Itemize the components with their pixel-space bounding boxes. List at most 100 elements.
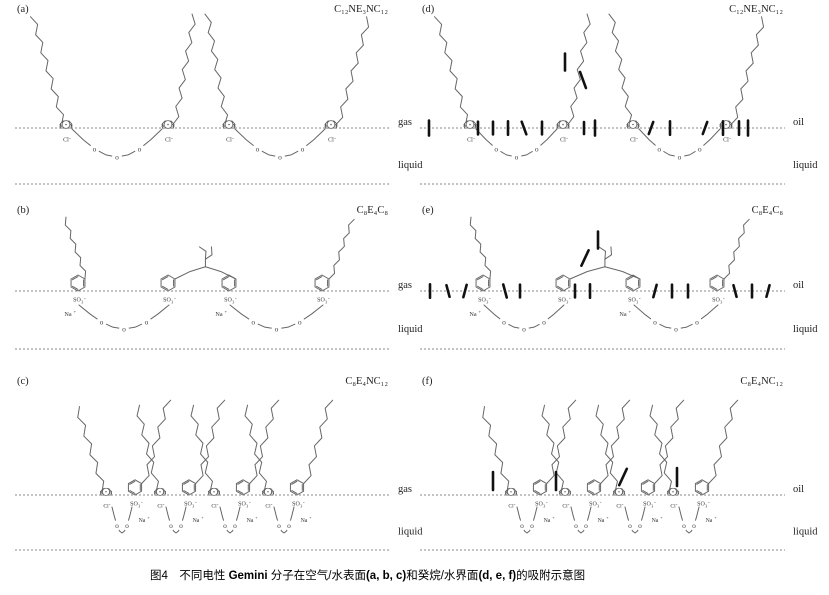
- svg-text:-: -: [566, 136, 568, 142]
- svg-text:-: -: [69, 136, 71, 142]
- svg-text:o: o: [502, 318, 506, 327]
- svg-text:Na: Na: [652, 518, 659, 524]
- svg-text:(e): (e): [422, 205, 434, 216]
- svg-text:Na: Na: [619, 311, 626, 318]
- svg-text:o: o: [233, 521, 237, 530]
- svg-text:o: o: [682, 521, 686, 530]
- svg-text:oil: oil: [793, 484, 804, 495]
- svg-text:o: o: [542, 318, 546, 327]
- svg-text:SO: SO: [184, 502, 192, 508]
- svg-text:o: o: [301, 144, 305, 153]
- svg-text:gas: gas: [398, 280, 412, 291]
- svg-text:o: o: [584, 521, 588, 530]
- svg-text:liquid: liquid: [398, 324, 423, 335]
- svg-text:liquid: liquid: [398, 527, 423, 538]
- svg-text:Na: Na: [247, 518, 254, 524]
- svg-text:(c): (c): [17, 376, 29, 387]
- svg-text:Na: Na: [598, 518, 605, 524]
- svg-text:C₁₂NE₃NC₁₂: C₁₂NE₃NC₁₂: [334, 4, 388, 15]
- svg-text:SO: SO: [535, 502, 543, 508]
- svg-text:Na: Na: [193, 518, 200, 524]
- svg-text:o: o: [535, 144, 539, 153]
- svg-text:+: +: [629, 309, 632, 314]
- svg-text:o: o: [275, 325, 279, 334]
- svg-text:Na: Na: [301, 518, 308, 524]
- svg-text:Na: Na: [469, 311, 476, 318]
- svg-text:o: o: [145, 318, 149, 327]
- svg-text:-: -: [171, 136, 173, 142]
- svg-text:liquid: liquid: [398, 160, 423, 171]
- svg-text:-: -: [636, 136, 638, 142]
- svg-text:o: o: [223, 521, 227, 530]
- svg-text:o: o: [115, 521, 119, 530]
- svg-text:o: o: [515, 153, 519, 162]
- svg-text:o: o: [122, 325, 126, 334]
- svg-text:C₁₂NE₃NC₁₂: C₁₂NE₃NC₁₂: [729, 4, 783, 15]
- svg-text:Na: Na: [544, 518, 551, 524]
- svg-text:N: N: [622, 490, 625, 495]
- svg-text:SO: SO: [292, 502, 300, 508]
- svg-text:o: o: [695, 318, 699, 327]
- svg-text:o: o: [251, 318, 255, 327]
- svg-text:o: o: [125, 521, 129, 530]
- svg-text:liquid: liquid: [793, 160, 818, 171]
- svg-text:SO: SO: [628, 298, 636, 304]
- svg-text:SO: SO: [558, 298, 566, 304]
- svg-text:o: o: [277, 521, 281, 530]
- svg-text:(b): (b): [17, 205, 30, 216]
- svg-text:o: o: [100, 318, 104, 327]
- svg-text:o: o: [692, 521, 696, 530]
- svg-text:-: -: [334, 136, 336, 142]
- svg-text:oil: oil: [793, 117, 804, 128]
- svg-text:Na: Na: [215, 311, 222, 318]
- svg-text:oil: oil: [793, 280, 804, 291]
- svg-text:o: o: [522, 325, 526, 334]
- svg-text:gas: gas: [398, 484, 412, 495]
- svg-text:Na: Na: [64, 311, 71, 318]
- svg-text:o: o: [638, 521, 642, 530]
- svg-text:Na: Na: [139, 518, 146, 524]
- svg-text:SO: SO: [712, 298, 720, 304]
- svg-text:N: N: [217, 490, 220, 495]
- svg-text:-: -: [729, 136, 731, 142]
- svg-text:C₈E₄NC₁₂: C₈E₄NC₁₂: [740, 376, 783, 387]
- svg-text:gas: gas: [398, 117, 412, 128]
- svg-text:SO: SO: [478, 298, 486, 304]
- svg-text:o: o: [628, 521, 632, 530]
- svg-text:o: o: [574, 521, 578, 530]
- svg-text:o: o: [138, 144, 142, 153]
- svg-text:图4 不同电性 Gemini 分子在空气/水表面(a, b,: 图4 不同电性 Gemini 分子在空气/水表面(a, b, c)和癸烷/水界面…: [150, 568, 585, 582]
- svg-text:-: -: [473, 136, 475, 142]
- svg-text:o: o: [494, 144, 498, 153]
- svg-text:o: o: [653, 318, 657, 327]
- svg-text:o: o: [657, 144, 661, 153]
- svg-text:o: o: [298, 318, 302, 327]
- svg-text:o: o: [678, 153, 682, 162]
- svg-text:+: +: [479, 309, 482, 314]
- svg-text:SO: SO: [589, 502, 597, 508]
- svg-text:+: +: [225, 309, 228, 314]
- svg-text:SO: SO: [224, 298, 232, 304]
- svg-text:o: o: [256, 144, 260, 153]
- svg-text:SO: SO: [238, 502, 246, 508]
- svg-text:SO: SO: [130, 502, 138, 508]
- svg-text:N: N: [568, 490, 571, 495]
- svg-text:o: o: [169, 521, 173, 530]
- svg-text:C₈E₄C₈: C₈E₄C₈: [752, 205, 784, 216]
- svg-text:SO: SO: [317, 298, 325, 304]
- svg-text:o: o: [674, 325, 678, 334]
- svg-text:C₈E₄NC₁₂: C₈E₄NC₁₂: [345, 376, 388, 387]
- svg-text:o: o: [698, 144, 702, 153]
- svg-text:(f): (f): [422, 376, 433, 387]
- svg-text:(a): (a): [17, 4, 29, 15]
- svg-text:o: o: [278, 153, 282, 162]
- svg-text:SO: SO: [697, 502, 705, 508]
- svg-text:o: o: [93, 144, 97, 153]
- svg-text:N: N: [109, 490, 112, 495]
- svg-text:o: o: [179, 521, 183, 530]
- svg-text:-: -: [232, 136, 234, 142]
- svg-text:C₈E₄C₈: C₈E₄C₈: [357, 205, 389, 216]
- svg-text:N: N: [676, 490, 679, 495]
- svg-text:SO: SO: [163, 298, 171, 304]
- svg-text:N: N: [514, 490, 517, 495]
